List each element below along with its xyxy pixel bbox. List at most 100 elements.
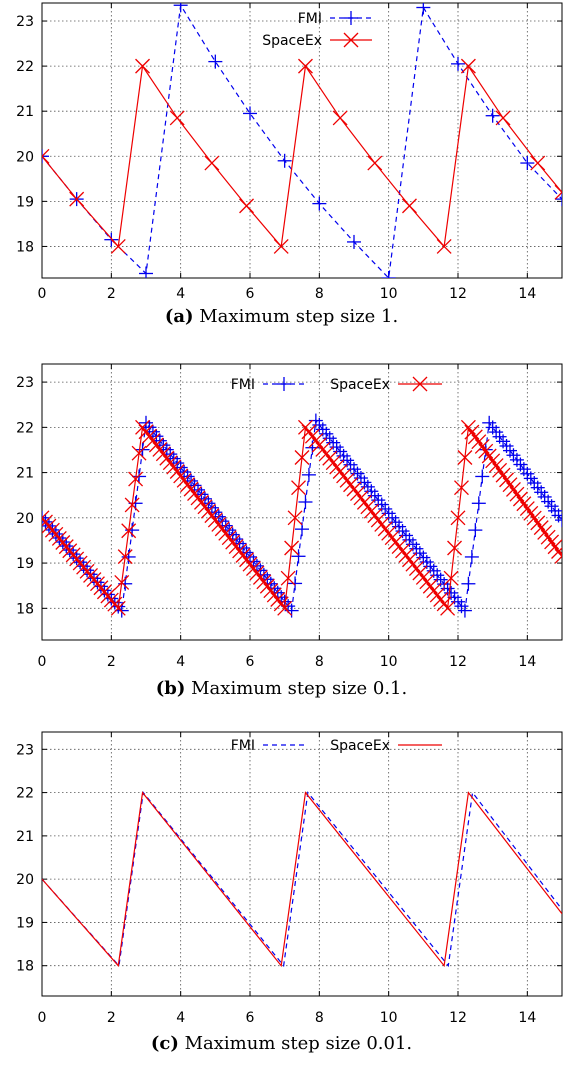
- point-b-spaceex-35-d2: [155, 446, 171, 462]
- point-b-spaceex-94-d2: [360, 499, 376, 515]
- grid-b: [42, 364, 562, 640]
- point-b-spaceex-131-d2: [488, 458, 504, 474]
- point-b-spaceex-47-d2: [197, 499, 213, 515]
- x-tick-label-b-6: 12: [449, 654, 467, 670]
- x-tick-label-a-3: 6: [246, 286, 255, 300]
- point-b-spaceex-37-d2: [162, 455, 178, 471]
- axes-a: 0 2 4 6 8 10 12 14 18 19 20 21 22 23: [16, 3, 562, 300]
- chart-a: 0 2 4 6 8 10 12 14 18 19 20 21 22 23 FMI SpaceEx: [16, 2, 563, 300]
- chart-b: 0 2 4 6 8 10 12 14 18 19 20 21 22 23 FMI SpaceEx: [16, 363, 563, 670]
- caption-a-id: (a): [164, 306, 194, 327]
- point-b-spaceex-96-d2: [367, 508, 383, 524]
- point-b-spaceex-111-d2: [419, 574, 435, 590]
- x-tick-label-b-1: 2: [107, 654, 116, 670]
- point-b-spaceex-42-d2: [180, 477, 196, 493]
- point-b-spaceex-91-d2: [350, 486, 365, 502]
- point-a-spaceex-4-d2: [169, 110, 185, 126]
- point-b-spaceex-117-d2: [440, 600, 456, 616]
- point-b-spaceex-43-d2: [183, 481, 199, 497]
- point-b-spaceex-77-d2: [301, 424, 317, 440]
- series-line-c-fmi: [42, 791, 562, 968]
- plot-frame-c: [41, 731, 563, 997]
- point-b-spaceex-55-d2: [225, 534, 241, 550]
- point-b-spaceex-88-d2: [339, 472, 355, 488]
- point-b-spaceex-118-d2: [443, 570, 459, 586]
- point-b-spaceex-57-d2: [232, 543, 248, 559]
- caption-b: (b) Maximum step size 0.1.: [0, 678, 563, 699]
- point-b-spaceex-46-d2: [194, 494, 209, 510]
- legend-label-c-spaceex: SpaceEx: [330, 738, 390, 754]
- point-b-spaceex-22-d2: [110, 600, 126, 616]
- plot-area-a: [42, 3, 562, 278]
- y-tick-label-b-4: 22: [16, 420, 34, 436]
- y-tick-label-a-3: 21: [16, 104, 34, 120]
- point-b-spaceex-44-d2: [187, 486, 202, 502]
- point-b-spaceex-139-d2: [516, 496, 532, 512]
- point-b-spaceex-123-d2: [460, 419, 476, 435]
- caption-b-text: Maximum step size 0.1.: [191, 678, 408, 699]
- series-b-spaceex: [42, 419, 562, 616]
- point-b-spaceex-115-d2: [433, 592, 449, 607]
- point-b-spaceex-113-d2: [426, 583, 442, 599]
- x-tick-label-a-4: 8: [315, 286, 324, 300]
- point-b-spaceex-126-d2: [471, 434, 487, 450]
- y-tick-label-b-0: 18: [16, 601, 34, 617]
- series-a-fmi: [42, 3, 562, 278]
- legend-label-b-spaceex: SpaceEx: [330, 377, 390, 393]
- point-b-spaceex-40-d2: [173, 468, 189, 484]
- point-b-spaceex-145-d2: [537, 524, 553, 540]
- point-a-spaceex-1-d2: [69, 191, 85, 207]
- point-b-spaceex-99-d2: [377, 521, 393, 537]
- x-tick-label-a-1: 2: [107, 286, 116, 300]
- x-tick-label-b-3: 6: [246, 654, 255, 670]
- point-b-spaceex-97-d2: [370, 512, 386, 528]
- point-b-spaceex-137-d2: [509, 486, 525, 502]
- point-b-spaceex-101-d2: [384, 530, 400, 546]
- x-tick-label-b-7: 14: [518, 654, 536, 670]
- x-tick-label-a-0: 0: [38, 286, 47, 300]
- point-b-spaceex-85-d2: [329, 459, 345, 475]
- legend-label-b-fmi: FMI: [231, 377, 255, 393]
- point-b-spaceex-143-d2: [530, 515, 546, 531]
- axes-c: 0 2 4 6 8 10 12 14 18 19 20 21 22 23: [16, 732, 562, 1026]
- point-b-spaceex-26-d2: [124, 497, 140, 513]
- point-a-spaceex-16-d1: [554, 184, 562, 194]
- y-tick-label-c-4: 22: [16, 786, 34, 802]
- caption-c-id: (c): [150, 1033, 179, 1054]
- point-b-spaceex-75-d2: [294, 450, 310, 465]
- y-tick-label-b-2: 20: [16, 511, 34, 527]
- point-a-spaceex-2-d2: [110, 238, 126, 254]
- point-b-spaceex-135-d2: [502, 477, 518, 493]
- point-b-spaceex-29-d2: [135, 419, 150, 435]
- caption-c-text: Maximum step size 0.01.: [184, 1033, 413, 1054]
- point-b-spaceex-79-d2: [308, 433, 324, 449]
- point-b-spaceex-114-d2: [429, 587, 445, 603]
- point-a-spaceex-14-d2: [495, 110, 511, 126]
- x-tick-label-a-5: 10: [380, 286, 398, 300]
- point-b-spaceex-89-d2: [343, 477, 358, 493]
- legend-label-a-fmi: FMI: [298, 11, 322, 27]
- series-line-c-spaceex: [42, 791, 562, 968]
- caption-b-id: (b): [155, 678, 186, 699]
- point-b-spaceex-133-d2: [495, 467, 511, 483]
- point-b-spaceex-92-d2: [353, 490, 369, 506]
- point-b-spaceex-34-d2: [152, 441, 168, 457]
- x-tick-label-b-4: 8: [315, 654, 324, 670]
- x-tick-label-b-2: 4: [176, 654, 185, 670]
- point-b-spaceex-86-d2: [332, 464, 348, 479]
- point-b-spaceex-150-d1: [554, 548, 562, 558]
- point-b-spaceex-32-d2: [145, 433, 161, 449]
- legend-marker-b-spaceex-d2: [412, 376, 428, 392]
- y-tick-label-b-3: 21: [16, 466, 34, 482]
- y-tick-label-a-2: 20: [16, 149, 34, 165]
- x-tick-label-a-2: 4: [176, 286, 185, 300]
- point-b-spaceex-150-d2: [554, 555, 562, 564]
- point-b-spaceex-67-d2: [266, 587, 282, 603]
- x-tick-label-c-7: 14: [518, 1010, 536, 1026]
- x-tick-label-c-5: 10: [380, 1010, 398, 1026]
- point-b-spaceex-120-d2: [450, 510, 466, 526]
- point-a-spaceex-15-d2: [530, 155, 546, 171]
- point-b-spaceex-122-d2: [457, 450, 473, 465]
- point-b-spaceex-136-d2: [506, 481, 521, 497]
